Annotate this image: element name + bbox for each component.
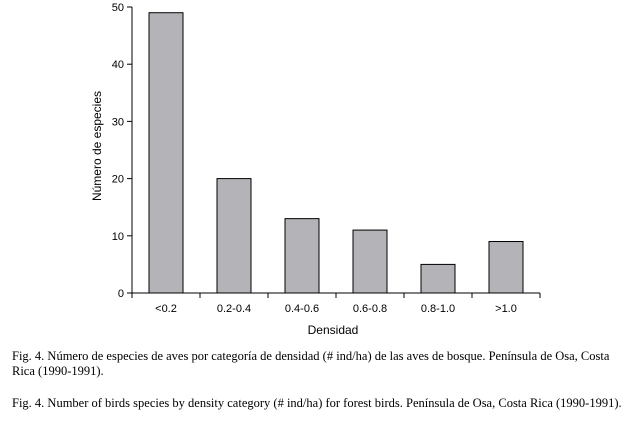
x-tick-label-3: 0.4-0.6	[285, 303, 319, 315]
x-tick-label-6: >1.0	[495, 303, 517, 315]
bar-5	[420, 263, 456, 294]
bar-3	[284, 218, 320, 294]
x-tick-label-5: 0.8-1.0	[421, 303, 455, 315]
y-tick-label-30: 30	[112, 116, 124, 128]
bar-chart: 0 10 20 30 40 50 <0.2 0.2-0.4 0.4-0.6 0.6-0.8 0.8-…	[90, 2, 541, 337]
axes-group: 0 10 20 30 40 50 <0.2 0.2-0.4 0.4-0.6 0.6-0.8 0.8-…	[112, 2, 541, 315]
figure-caption-english: Fig. 4. Number of birds species by densi…	[12, 396, 622, 410]
bar-4	[352, 229, 388, 294]
bar-1	[148, 12, 184, 294]
x-tick-label-2: 0.2-0.4	[217, 303, 251, 315]
figure-caption-spanish: Fig. 4. Número de especies de aves por c…	[12, 349, 610, 378]
y-axis-title: Número de especies	[90, 91, 104, 201]
y-tick-label-50: 50	[112, 2, 124, 14]
bars-group	[148, 12, 524, 294]
x-tick-label-4: 0.6-0.8	[353, 303, 387, 315]
y-tick-label-20: 20	[112, 174, 124, 186]
y-tick-label-40: 40	[112, 59, 124, 71]
x-tick-label-1: <0.2	[155, 303, 177, 315]
bar-2	[216, 178, 252, 294]
y-tick-label-10: 10	[112, 231, 124, 243]
bar-6	[488, 241, 524, 294]
y-tick-label-0: 0	[118, 288, 124, 300]
x-axis-title: Densidad	[308, 323, 359, 337]
